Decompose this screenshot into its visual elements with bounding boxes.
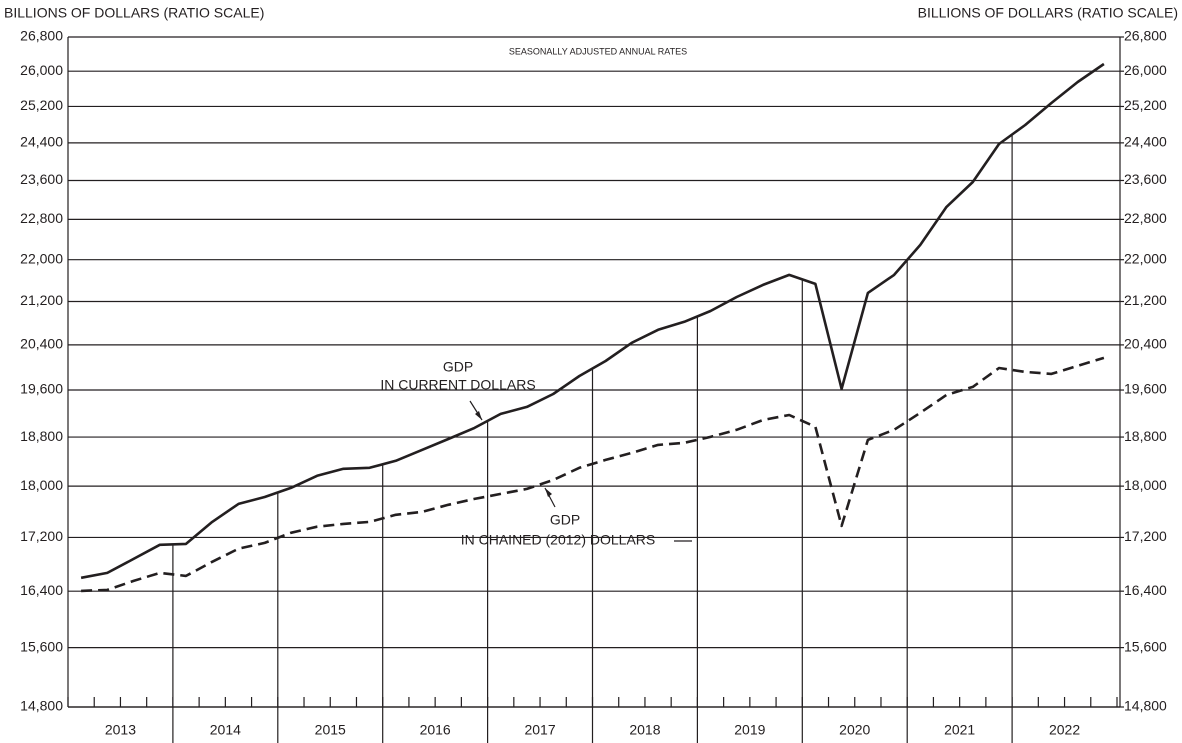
y-tick-label: 26,000: [20, 62, 63, 78]
arrow-head: [475, 411, 482, 420]
x-tick-label: 2016: [420, 722, 451, 738]
y-tick-label: 25,200: [20, 97, 63, 113]
y-tick-label: 16,400: [20, 582, 63, 598]
y2-tick-label: 24,400: [1124, 134, 1167, 150]
y2-tick-label: 16,400: [1124, 582, 1167, 598]
x-tick-label: 2013: [105, 722, 136, 738]
y2-tick-label: 18,800: [1124, 428, 1167, 444]
annotation-chained: GDP IN CHAINED (2012) DOLLARS: [461, 487, 692, 548]
subtitle: SEASONALLY ADJUSTED ANNUAL RATES: [509, 46, 687, 56]
y2-tick-label: 20,400: [1124, 336, 1167, 352]
y-tick-label: 20,400: [20, 336, 63, 352]
y2-tick-label: 25,200: [1124, 97, 1167, 113]
y-tick-label: 18,800: [20, 428, 63, 444]
y-tick-label: 14,800: [20, 698, 63, 714]
x-tick-label: 2021: [944, 722, 975, 738]
annotation-text: IN CURRENT DOLLARS: [380, 377, 535, 393]
y2-tick-label: 22,000: [1124, 250, 1167, 266]
y2-tick-label: 23,600: [1124, 171, 1167, 187]
y-axis-label: BILLIONS OF DOLLARS (RATIO SCALE): [4, 5, 264, 21]
x-tick-label: 2014: [210, 722, 241, 738]
annotation-text: GDP: [550, 512, 580, 528]
y2-tick-label: 17,200: [1124, 528, 1167, 544]
y-tick-label: 22,800: [20, 210, 63, 226]
y2-tick-label: 18,000: [1124, 477, 1167, 493]
x-tick-label: 2020: [839, 722, 870, 738]
y-tick-label: 18,000: [20, 477, 63, 493]
x-tick-label: 2015: [315, 722, 346, 738]
y2-tick-label: 22,800: [1124, 210, 1167, 226]
annotation-current: GDP IN CURRENT DOLLARS: [380, 359, 536, 421]
series-line: [80, 62, 1105, 580]
y-tick-label: 17,200: [20, 528, 63, 544]
y2-tick-label: 15,600: [1124, 638, 1167, 654]
x-tick-label: 2018: [629, 722, 660, 738]
annotation-text: GDP: [443, 359, 473, 375]
y-tick-label: 24,400: [20, 134, 63, 150]
series-line: [81, 356, 1105, 593]
y-tick-label: 21,200: [20, 292, 63, 308]
y-tick-label: 15,600: [20, 638, 63, 654]
y-tick-label: 23,600: [20, 171, 63, 187]
annotation-text: IN CHAINED (2012) DOLLARS: [461, 532, 656, 548]
y2-tick-label: 26,000: [1124, 62, 1167, 78]
y2-tick-label: 26,800: [1124, 28, 1167, 44]
arrow-head: [545, 488, 552, 497]
y-tick-label: 22,000: [20, 250, 63, 266]
y2-tick-label: 21,200: [1124, 292, 1167, 308]
y-tick-label: 19,600: [20, 381, 63, 397]
x-tick-label: 2019: [734, 722, 765, 738]
y2-tick-label: 14,800: [1124, 698, 1167, 714]
x-tick-label: 2022: [1049, 722, 1080, 738]
y2-axis-label: BILLIONS OF DOLLARS (RATIO SCALE): [918, 5, 1178, 21]
y2-tick-label: 19,600: [1124, 381, 1167, 397]
x-tick-label: 2017: [524, 722, 555, 738]
y-tick-label: 26,800: [20, 28, 63, 44]
plot: 14,800 15,600 16,400 17,200 18,000 18,800 19,6…: [20, 28, 1167, 743]
